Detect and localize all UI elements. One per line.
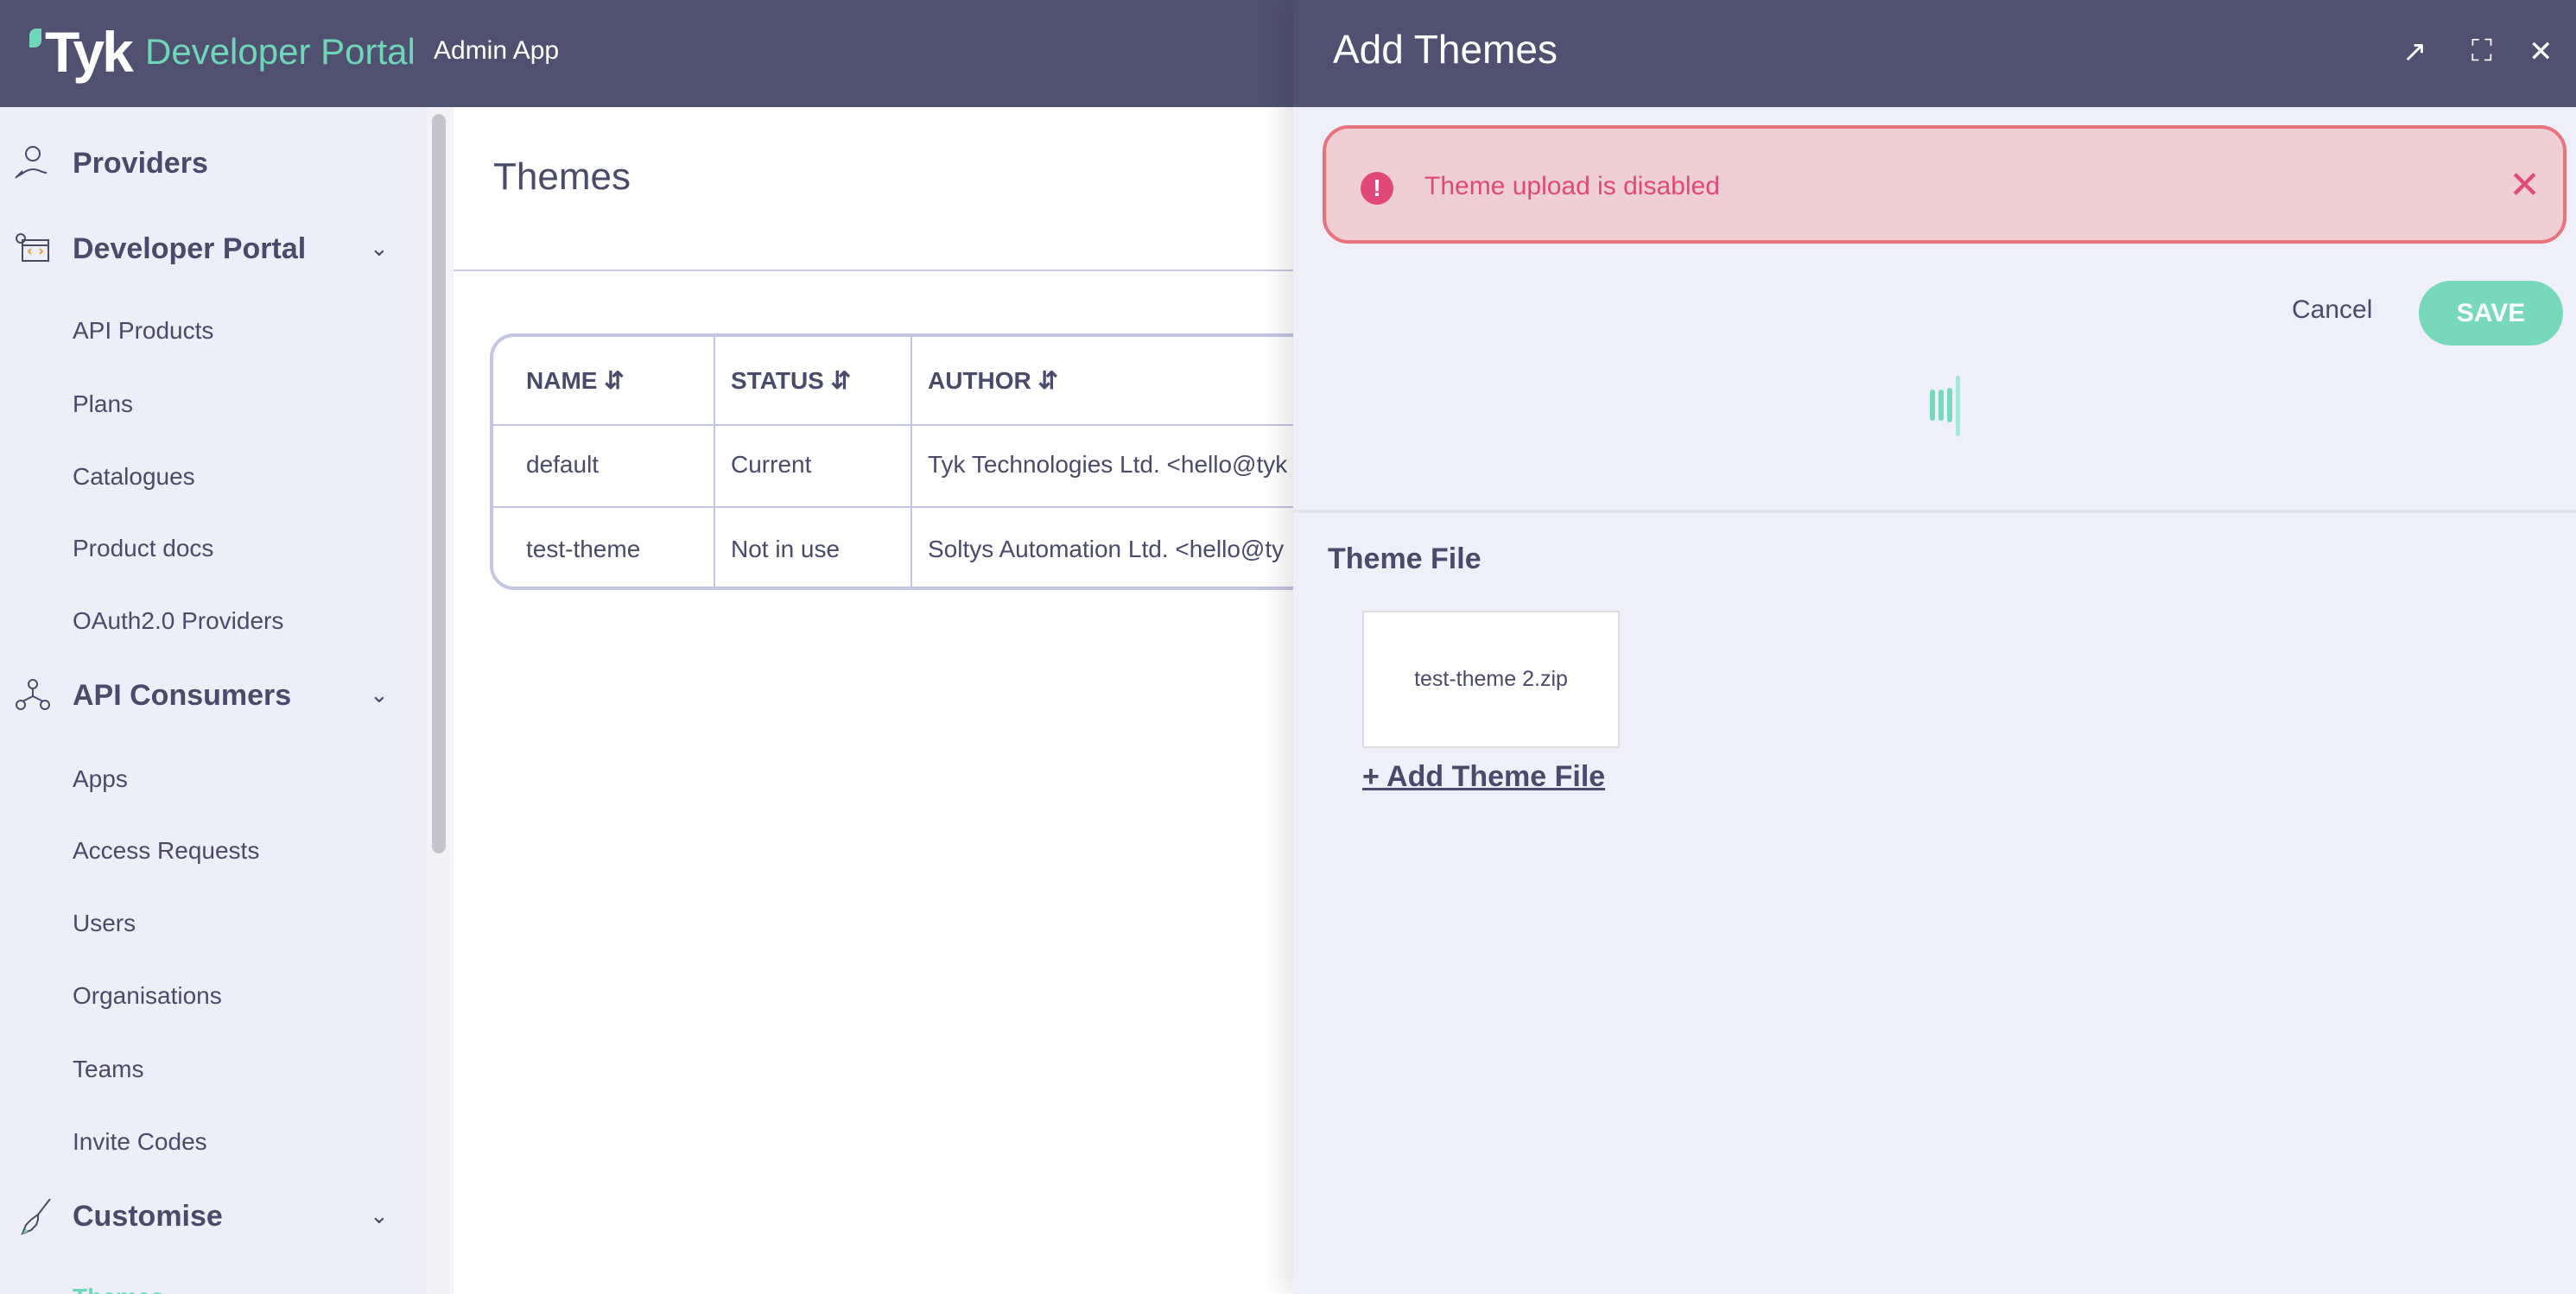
chevron-down-icon[interactable]: ⌄ — [370, 235, 389, 261]
scrollbar-thumb[interactable] — [432, 114, 446, 853]
sidebar-item-api-consumers[interactable]: API Consumers — [73, 679, 292, 712]
close-icon[interactable]: ✕ — [2509, 164, 2541, 206]
sort-icon: ⇵ — [1037, 367, 1059, 394]
fullscreen-icon[interactable]: ⛶ — [2471, 35, 2492, 67]
loading-spinner-icon — [1930, 376, 1960, 436]
sidebar-item-oauth-providers[interactable]: OAuth2.0 Providers — [73, 607, 284, 634]
table-cell: Not in use — [731, 536, 841, 562]
sidebar-item-plans[interactable]: Plans — [73, 390, 134, 417]
table-cell[interactable]: default — [526, 451, 600, 478]
column-header-status[interactable]: STATUS ⇵ — [731, 367, 852, 394]
tyk-logo[interactable]: Tyk — [29, 19, 134, 85]
sidebar-item-customise[interactable]: Customise — [73, 1200, 223, 1233]
table-cell: Soltys Automation Ltd. <hello@ty — [928, 536, 1285, 562]
sidebar: Providers Developer Portal ⌄ API Product… — [0, 107, 427, 1294]
sidebar-item-teams[interactable]: Teams — [73, 1056, 144, 1082]
table-cell: Current — [731, 451, 812, 478]
theme-file-item[interactable]: test-theme 2.zip — [1362, 611, 1620, 748]
sidebar-item-organisations[interactable]: Organisations — [73, 982, 222, 1009]
theme-file-label: Theme File — [1328, 542, 1482, 575]
sidebar-item-themes[interactable]: Themes — [73, 1284, 164, 1294]
app-name: Admin App — [434, 36, 560, 65]
sort-icon: ⇵ — [604, 367, 625, 394]
cancel-button[interactable]: Cancel — [2292, 295, 2373, 324]
drawer-header: Add Themes ↗ ⛶ ✕ — [1293, 0, 2576, 107]
sidebar-item-apps[interactable]: Apps — [73, 765, 128, 792]
column-header-name[interactable]: NAME ⇵ — [526, 367, 625, 394]
sidebar-item-product-docs[interactable]: Product docs — [73, 535, 214, 561]
chevron-down-icon[interactable]: ⌄ — [370, 1202, 389, 1228]
sidebar-item-users[interactable]: Users — [73, 910, 136, 936]
paintbrush-icon — [21, 1198, 51, 1235]
open-external-icon[interactable]: ↗ — [2402, 35, 2427, 68]
sidebar-item-providers[interactable]: Providers — [73, 147, 208, 180]
page-title: Themes — [493, 155, 631, 198]
add-theme-file-link[interactable]: + Add Theme File — [1362, 760, 1606, 793]
drawer-title: Add Themes — [1333, 27, 1558, 72]
provider-icon — [15, 146, 48, 179]
table-cell[interactable]: test-theme — [526, 536, 641, 562]
column-header-author[interactable]: AUTHOR ⇵ — [928, 367, 1059, 394]
divider — [454, 270, 1293, 271]
sidebar-item-developer-portal[interactable]: Developer Portal — [73, 232, 307, 265]
error-icon: ! — [1361, 172, 1393, 205]
developer-portal-icon — [16, 233, 49, 262]
brand-name: Developer Portal — [145, 31, 416, 72]
table-cell: Tyk Technologies Ltd. <hello@tyk — [928, 451, 1288, 478]
sidebar-item-access-requests[interactable]: Access Requests — [73, 837, 260, 864]
close-icon[interactable]: ✕ — [2528, 35, 2554, 68]
sort-icon: ⇵ — [830, 367, 852, 394]
sidebar-item-invite-codes[interactable]: Invite Codes — [73, 1128, 207, 1155]
save-button[interactable]: SAVE — [2419, 281, 2563, 346]
add-themes-drawer: Add Themes ↗ ⛶ ✕ ! Theme upload is disab… — [1293, 0, 2576, 1294]
sidebar-item-catalogues[interactable]: Catalogues — [73, 463, 195, 490]
alert-message: Theme upload is disabled — [1424, 172, 1720, 200]
error-alert: ! Theme upload is disabled ✕ — [1323, 125, 2566, 244]
sidebar-item-api-products[interactable]: API Products — [73, 317, 214, 344]
api-consumers-icon — [16, 679, 50, 710]
main-content: Themes NAME ⇵ STATUS ⇵ AUTHOR ⇵ default … — [454, 107, 1354, 1294]
chevron-down-icon[interactable]: ⌄ — [370, 682, 389, 707]
themes-table: NAME ⇵ STATUS ⇵ AUTHOR ⇵ default Current… — [490, 333, 1354, 590]
divider — [1293, 510, 2576, 513]
